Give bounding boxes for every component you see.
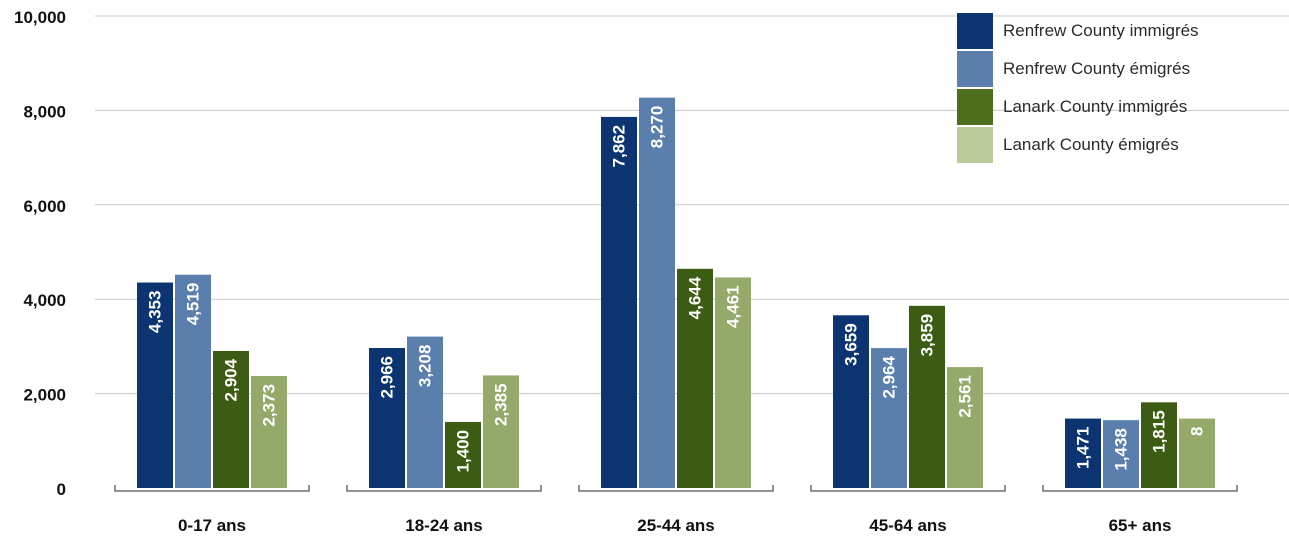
legend-item-renfrew-immigres: Renfrew County immigrés bbox=[957, 12, 1199, 50]
bar bbox=[1103, 420, 1139, 488]
bar bbox=[1065, 418, 1101, 488]
bar bbox=[137, 282, 173, 488]
category-bracket bbox=[346, 485, 542, 492]
gridlines bbox=[95, 15, 1289, 395]
data-label: 4,461 bbox=[724, 285, 743, 328]
y-tick-label: 2,000 bbox=[23, 386, 66, 405]
bar bbox=[369, 348, 405, 488]
bar bbox=[213, 350, 249, 488]
bar bbox=[871, 348, 907, 488]
bar bbox=[445, 421, 481, 488]
legend-label: Lanark County immigrés bbox=[1003, 97, 1188, 116]
legend: Renfrew County immigrés Renfrew County é… bbox=[957, 12, 1199, 164]
bar bbox=[715, 277, 751, 488]
category-bracket bbox=[1042, 485, 1238, 492]
bars: 4,353 4,519 2,904 2,373 2,966 3,208 1,400 2,385… bbox=[137, 97, 1215, 488]
data-label: 8 bbox=[1188, 427, 1207, 436]
legend-label: Renfrew County immigrés bbox=[1003, 21, 1199, 40]
bar bbox=[483, 375, 519, 488]
bar bbox=[639, 97, 675, 488]
legend-item-renfrew-emigres: Renfrew County émigrés bbox=[957, 50, 1199, 88]
y-tick-label: 8,000 bbox=[23, 102, 66, 121]
data-label: 1,438 bbox=[1112, 428, 1131, 471]
legend-swatch bbox=[957, 127, 993, 163]
data-label: 3,859 bbox=[918, 314, 937, 357]
x-tick-label: 25-44 ans bbox=[637, 516, 715, 535]
y-tick-label: 6,000 bbox=[23, 197, 66, 216]
axes: 0 2,000 4,000 6,000 8,000 10,000 0-17 ans 18-24… bbox=[14, 8, 1238, 535]
bar bbox=[833, 315, 869, 488]
data-label: 2,904 bbox=[222, 358, 241, 401]
bar bbox=[601, 116, 637, 488]
legend-item-lanark-emigres: Lanark County émigrés bbox=[957, 126, 1199, 164]
data-label: 1,471 bbox=[1074, 427, 1093, 470]
x-tick-label: 65+ ans bbox=[1109, 516, 1172, 535]
bar bbox=[1179, 418, 1215, 488]
x-tick-label: 0-17 ans bbox=[178, 516, 246, 535]
legend-swatch bbox=[957, 51, 993, 87]
data-label: 2,373 bbox=[260, 384, 279, 427]
bar bbox=[407, 336, 443, 488]
data-label: 2,966 bbox=[378, 356, 397, 399]
legend-swatch bbox=[957, 89, 993, 125]
category-bracket bbox=[810, 485, 1006, 492]
data-label: 4,644 bbox=[686, 276, 705, 319]
legend-swatch bbox=[957, 13, 993, 49]
data-label: 2,964 bbox=[880, 356, 899, 399]
bar bbox=[909, 305, 945, 488]
data-label: 1,400 bbox=[454, 430, 473, 473]
bar bbox=[175, 274, 211, 488]
bar bbox=[251, 375, 287, 488]
data-label: 2,385 bbox=[492, 383, 511, 426]
legend-label: Lanark County émigrés bbox=[1003, 135, 1179, 154]
bar bbox=[1141, 402, 1177, 488]
category-bracket bbox=[114, 485, 310, 492]
y-tick-label: 4,000 bbox=[23, 291, 66, 310]
data-label: 4,519 bbox=[184, 283, 203, 326]
data-label: 3,659 bbox=[842, 323, 861, 366]
x-tick-label: 45-64 ans bbox=[869, 516, 947, 535]
legend-label: Renfrew County émigrés bbox=[1003, 59, 1191, 78]
data-label: 8,270 bbox=[648, 106, 667, 149]
data-label: 2,561 bbox=[956, 375, 975, 418]
y-tick-label: 0 bbox=[57, 480, 66, 499]
x-tick-label: 18-24 ans bbox=[405, 516, 483, 535]
bar bbox=[947, 367, 983, 488]
data-label: 4,353 bbox=[146, 291, 165, 334]
data-label: 1,815 bbox=[1150, 410, 1169, 453]
y-tick-label: 10,000 bbox=[14, 8, 66, 27]
data-label: 3,208 bbox=[416, 345, 435, 388]
category-bracket bbox=[578, 485, 774, 492]
legend-item-lanark-immigres: Lanark County immigrés bbox=[957, 88, 1199, 126]
data-label: 7,862 bbox=[610, 125, 629, 168]
bar bbox=[677, 268, 713, 488]
